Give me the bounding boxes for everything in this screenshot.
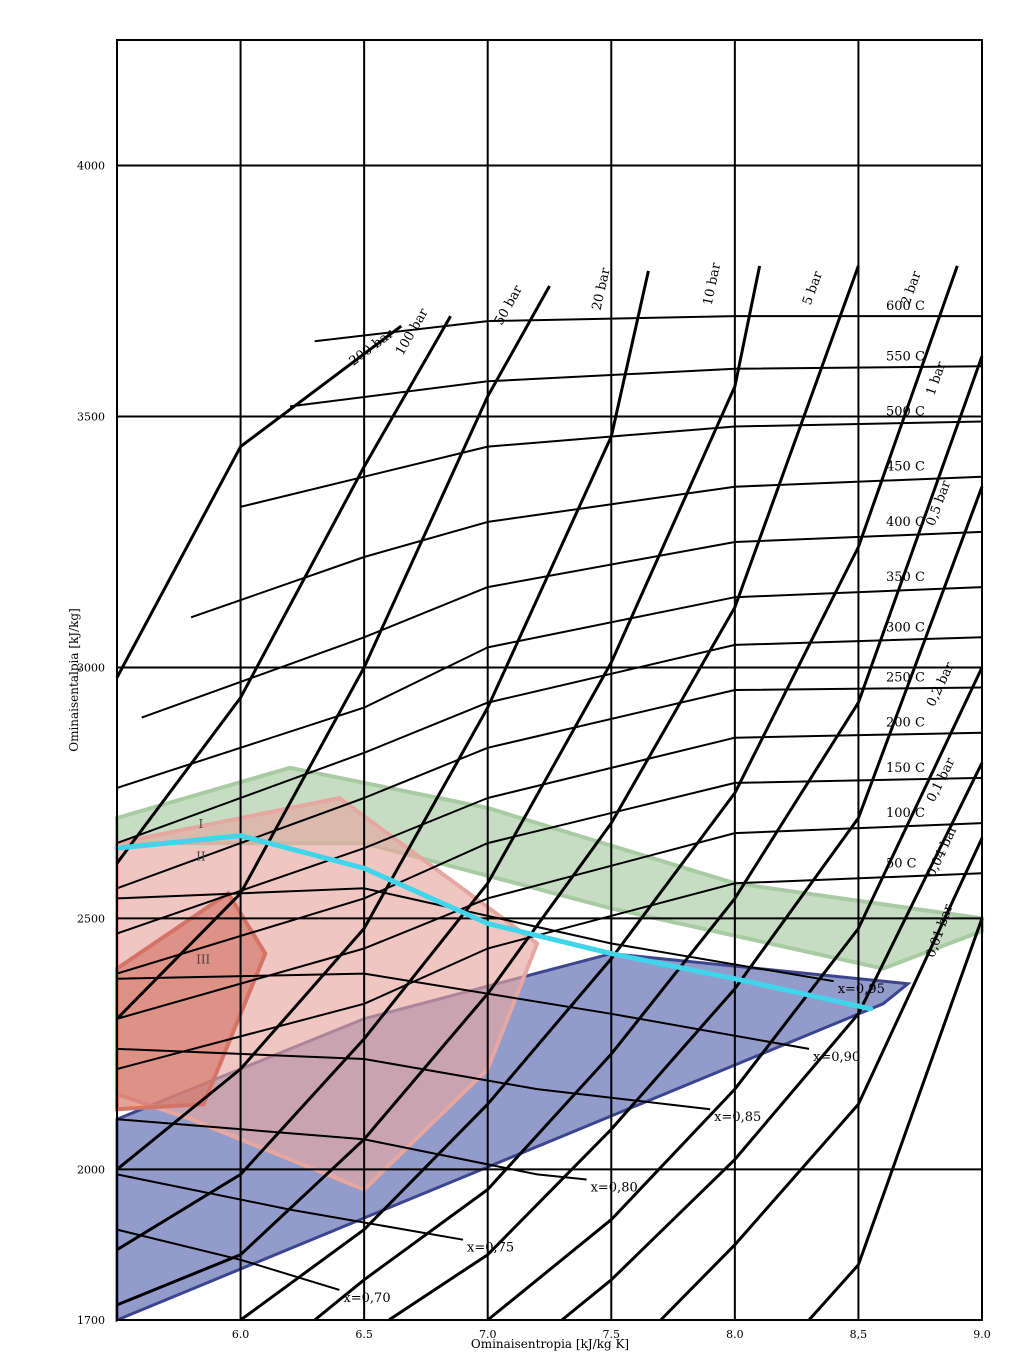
quality-label: x=0,75 (467, 1241, 514, 1256)
quality-label: x=0,85 (714, 1110, 761, 1125)
quality-line (116, 887, 834, 983)
x-axis-title: Ominaisentropia [kJ/kg K] (471, 1337, 629, 1351)
isotherm-label: 350 C (886, 570, 925, 585)
y-tick-label: 2500 (77, 912, 105, 925)
quality-label: x=0,95 (838, 982, 885, 997)
quality-line (116, 1047, 711, 1111)
isotherm-line (116, 872, 983, 1070)
quality-line (116, 972, 810, 1050)
isotherm-line (116, 822, 983, 1020)
isotherm-label: 150 C (886, 761, 925, 776)
isotherm-label: 100 C (886, 806, 925, 821)
x-tick-label: 6.5 (355, 1328, 373, 1341)
isobar-line (115, 285, 551, 1020)
y-tick-label: 3000 (77, 661, 105, 674)
region-label: I (199, 817, 204, 831)
isobar-line (116, 265, 762, 1251)
curves-layer (114, 265, 984, 1322)
y-axis-title: Ominaisentalpia [kJ/kg] (67, 608, 81, 752)
isotherm-line (116, 586, 983, 789)
quality-label: x=0,80 (591, 1180, 638, 1195)
isotherm-line (289, 365, 983, 408)
isobar-label: 0,04 bar (924, 823, 961, 880)
isotherm-line (314, 315, 982, 343)
isotherm-line (116, 686, 983, 890)
x-tick-label: 9.0 (973, 1328, 991, 1341)
isobar-line (560, 762, 984, 1322)
quality-line (116, 1228, 340, 1291)
isotherm-label: 600 C (886, 299, 925, 314)
quality-label: x=0,90 (813, 1050, 860, 1065)
isobar-line (115, 324, 403, 679)
isotherm-line (240, 420, 983, 508)
isotherm-line (116, 636, 983, 845)
isobar-line (116, 270, 650, 1171)
isobar-label: 1 bar (924, 359, 950, 397)
isotherm-label: 250 C (886, 671, 925, 686)
x-tick-label: 6.0 (232, 1328, 250, 1341)
isotherm-line (190, 475, 983, 619)
isobar-label: 5 bar (800, 269, 826, 307)
x-tick-label: 8,5 (850, 1328, 868, 1341)
isobar-line (388, 486, 984, 1322)
isotherm-label: 450 C (886, 460, 925, 475)
quality-label: x=0,70 (343, 1291, 390, 1306)
isotherm-label: 200 C (886, 716, 925, 731)
y-tick-label: 1700 (77, 1314, 105, 1327)
expansion-line (114, 833, 874, 1012)
quality-line (116, 1173, 464, 1241)
x-tick-label: 7.0 (479, 1328, 497, 1341)
regions-layer (115, 765, 984, 1323)
isobar-line (239, 265, 959, 1322)
isotherm-line (141, 530, 983, 719)
plot-frame (116, 39, 983, 1321)
isobar-line (659, 837, 984, 1322)
isobar-label: 10 bar (701, 261, 724, 307)
isobar-line (486, 666, 984, 1322)
isotherm-label: 550 C (886, 349, 925, 364)
isobar-line (807, 917, 984, 1322)
y-tick-label: 2000 (77, 1163, 105, 1176)
x-tick-label: 7.5 (603, 1328, 621, 1341)
quality-line (116, 1118, 587, 1181)
isotherm-label: 500 C (886, 404, 925, 419)
isotherm-label: 50 C (886, 856, 917, 871)
y-tick-label: 4000 (77, 159, 105, 172)
region-label: III (196, 953, 210, 967)
isotherm-label: 300 C (886, 620, 925, 635)
isotherm-line (116, 731, 983, 935)
labels-layer: 6.0 6.5 7.0 7.5 8.0 8,5 9.0 1700 2000 2500 3000 350… (77, 159, 991, 1341)
x-tick-label: 8.0 (726, 1328, 744, 1341)
isotherm-label: 400 C (886, 515, 925, 530)
isobar-line (313, 355, 984, 1322)
isotherm-line (116, 776, 983, 975)
region-label: II (196, 850, 206, 864)
y-tick-label: 3500 (77, 410, 105, 423)
isobar-label: 20 bar (590, 266, 614, 312)
isobar-label: 200 bar (347, 326, 398, 369)
